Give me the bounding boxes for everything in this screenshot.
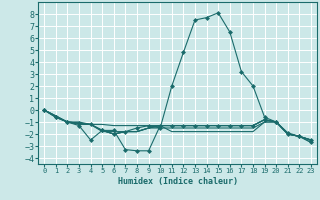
- X-axis label: Humidex (Indice chaleur): Humidex (Indice chaleur): [118, 177, 238, 186]
